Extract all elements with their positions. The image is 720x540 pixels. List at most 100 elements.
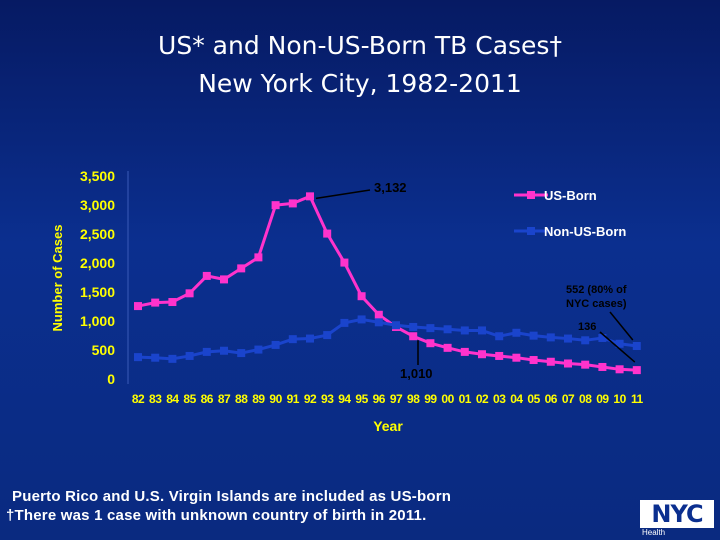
data-point-non-us-born	[546, 333, 555, 342]
data-point-non-us-born	[615, 339, 624, 348]
x-tick-labels: 82 83 84 85 86 87 88 89 90 91 92 93 94 95 96 97 98 99 00 01…	[132, 392, 644, 406]
x-tick-label: 96	[373, 392, 386, 406]
nyc-logo-mark: NYC	[640, 500, 714, 528]
annotation-arrow-136	[599, 331, 636, 363]
nyc-health-logo: NYC Health	[640, 498, 716, 538]
x-tick-label: 84	[166, 392, 179, 406]
annotation-arrow-552	[609, 311, 634, 341]
x-tick-label: 98	[407, 392, 420, 406]
x-tick-label: 87	[218, 392, 231, 406]
annotation-2011-non-us-born: 552 (80% of NYC cases)	[566, 284, 627, 310]
series-points	[134, 192, 641, 375]
data-point-non-us-born	[512, 328, 521, 337]
data-point-non-us-born	[460, 326, 469, 335]
data-point-us-born	[478, 350, 486, 359]
x-tick-label: 86	[201, 392, 214, 406]
x-tick-label: 95	[355, 392, 368, 406]
data-point-non-us-born	[443, 325, 452, 334]
data-point-us-born	[288, 199, 297, 208]
legend-label-us-born: US-Born	[544, 188, 597, 203]
x-tick-label: 97	[390, 392, 403, 406]
x-tick-label: 83	[149, 392, 162, 406]
data-point-us-born	[168, 298, 177, 307]
y-tick-label: 0	[107, 371, 115, 387]
y-tick-label: 3,000	[80, 197, 115, 213]
data-point-us-born	[581, 360, 590, 369]
data-point-us-born	[409, 332, 418, 341]
y-tick-label: 2,500	[80, 226, 115, 242]
y-tick-label: 1,500	[80, 284, 115, 300]
x-tick-label: 02	[476, 392, 489, 406]
x-tick-label: 92	[304, 392, 317, 406]
x-tick-label: 93	[321, 392, 334, 406]
annotation-2011-us-born: 136	[578, 321, 596, 333]
data-point-non-us-born	[392, 321, 400, 330]
y-tick-label: 1,000	[80, 313, 115, 329]
x-tick-label: 91	[287, 392, 300, 406]
x-tick-label: 01	[459, 392, 472, 406]
data-point-non-us-born	[340, 318, 349, 327]
x-tick-label: 88	[235, 392, 248, 406]
data-point-us-born	[529, 356, 538, 365]
data-point-us-born	[254, 253, 263, 262]
data-point-us-born	[426, 339, 435, 348]
data-point-us-born	[615, 365, 624, 374]
data-point-us-born	[220, 275, 228, 284]
data-point-non-us-born	[598, 333, 607, 342]
data-point-non-us-born	[564, 334, 572, 343]
legend-marker-non-us-born	[527, 227, 535, 235]
series-line-us-born	[137, 194, 637, 372]
x-tick-label: 05	[527, 392, 540, 406]
data-point-us-born	[237, 264, 246, 273]
data-point-us-born	[202, 271, 211, 280]
chart-title-line-2: New York City, 1982-2011	[198, 69, 522, 98]
series-line-non-us-born	[137, 317, 637, 361]
data-point-non-us-born	[288, 335, 297, 344]
data-point-non-us-born	[495, 332, 504, 341]
data-point-non-us-born	[478, 326, 486, 335]
data-point-us-born	[512, 353, 521, 362]
data-point-non-us-born	[202, 347, 211, 356]
data-point-non-us-born	[409, 322, 418, 331]
data-point-non-us-born	[134, 353, 142, 362]
data-point-us-born	[340, 258, 349, 267]
data-point-us-born	[598, 362, 607, 371]
data-point-non-us-born	[426, 324, 435, 333]
chart-title-line-1: US* and Non-US-Born TB Cases†	[158, 31, 562, 60]
data-point-us-born	[374, 310, 383, 319]
data-point-us-born	[357, 292, 366, 301]
y-tick-labels: 0 500 1,000 1,500 2,000 2,500 3,000 3,500	[80, 168, 115, 387]
data-point-us-born	[460, 347, 469, 356]
data-point-non-us-born	[271, 340, 280, 349]
x-tick-label: 00	[441, 392, 454, 406]
data-point-non-us-born	[323, 331, 332, 340]
data-point-us-born	[443, 343, 452, 352]
data-point-us-born	[564, 359, 572, 368]
y-tick-label: 500	[92, 342, 116, 358]
data-point-non-us-born	[581, 336, 590, 345]
x-tick-label: 94	[338, 392, 351, 406]
data-point-us-born	[271, 201, 280, 210]
x-tick-label: 99	[424, 392, 437, 406]
x-tick-label: 09	[596, 392, 609, 406]
y-axis-label: Number of Cases	[50, 225, 65, 332]
data-point-us-born	[323, 229, 332, 238]
data-point-us-born	[151, 298, 160, 307]
data-point-us-born	[185, 289, 194, 298]
x-tick-label: 90	[269, 392, 282, 406]
x-tick-label: 85	[183, 392, 196, 406]
legend-label-non-us-born: Non-US-Born	[544, 224, 626, 239]
data-point-non-us-born	[357, 315, 366, 324]
x-tick-label: 04	[510, 392, 523, 406]
data-point-us-born	[546, 357, 555, 366]
x-tick-label: 03	[493, 392, 506, 406]
footnote-us-born: Puerto Rico and U.S. Virgin Islands are …	[12, 488, 452, 505]
data-point-non-us-born	[168, 354, 177, 363]
x-tick-label: 08	[579, 392, 592, 406]
data-point-us-born	[306, 192, 314, 201]
footnote-unknown-country: †There was 1 case with unknown country o…	[6, 507, 427, 524]
legend-marker-us-born	[527, 191, 535, 199]
series-lines	[137, 194, 637, 372]
data-point-us-born	[495, 351, 504, 360]
x-tick-label: 10	[613, 392, 626, 406]
